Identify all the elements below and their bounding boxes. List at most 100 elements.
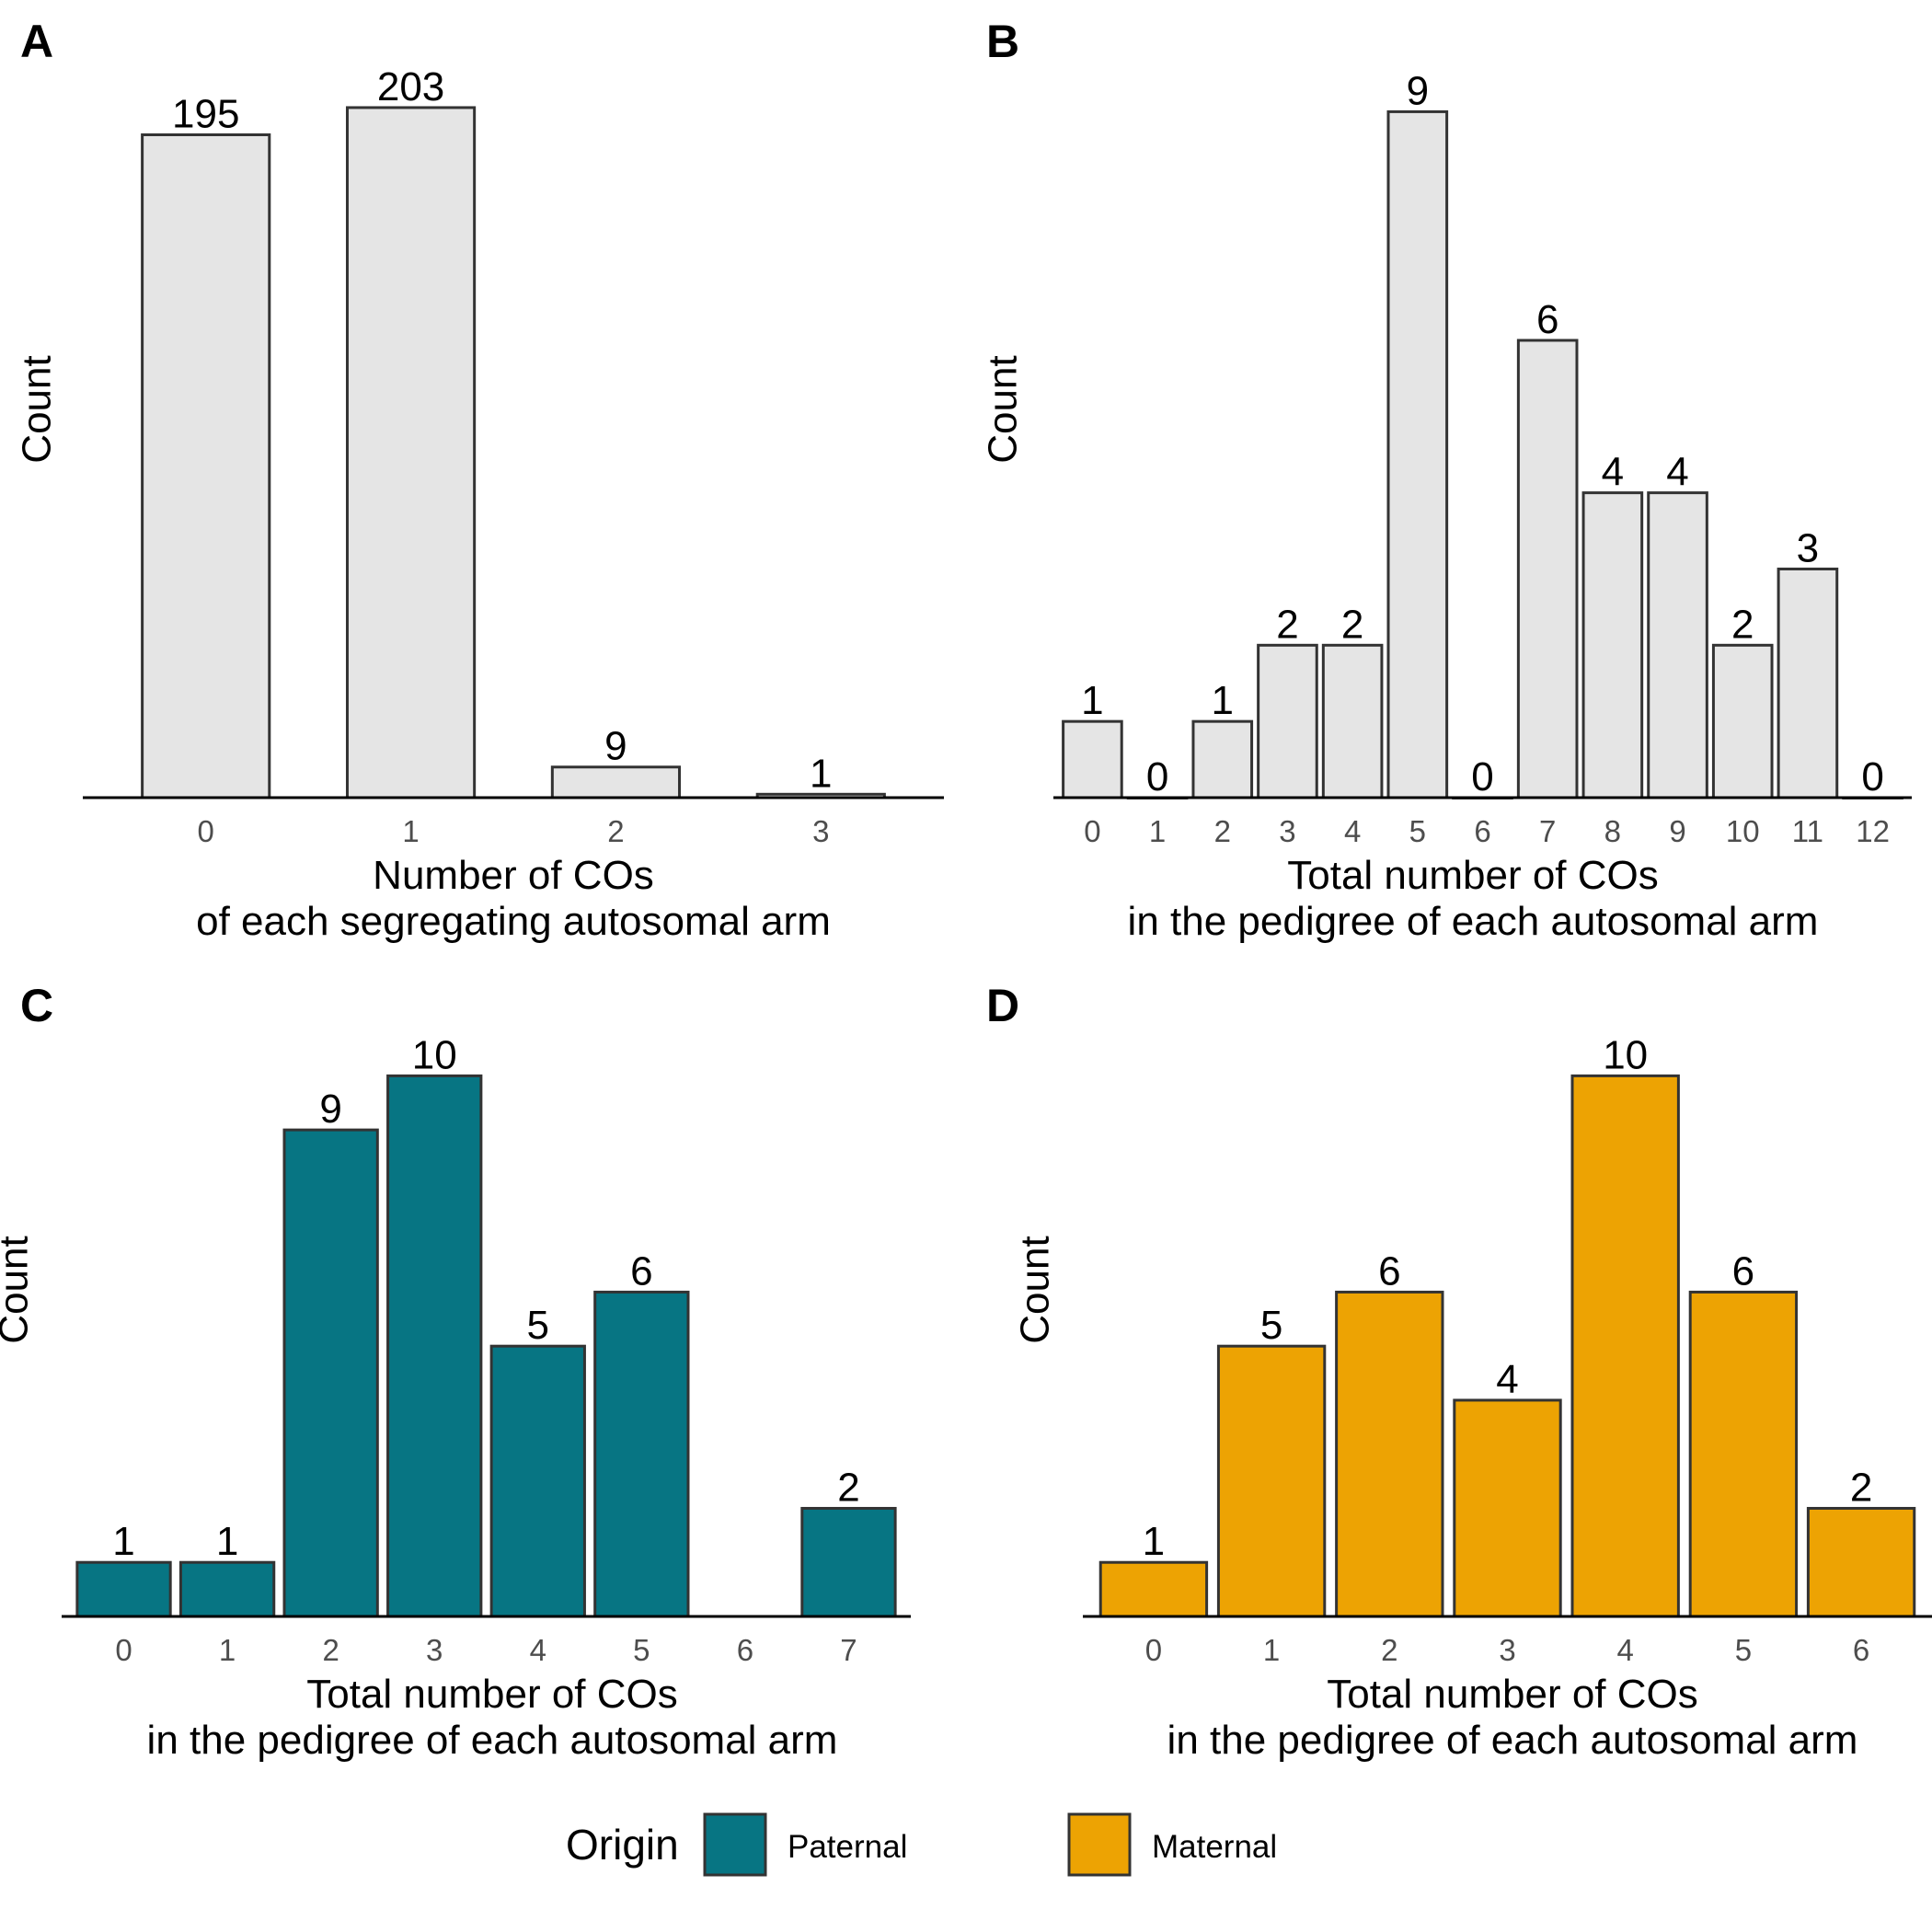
y-axis-label: Count [981,355,1026,463]
bar-label-2: 6 [1378,1248,1400,1294]
bar-label-0: 1 [1081,678,1103,723]
x-axis-label-line1: Total number of COs [306,1672,678,1717]
bar-2 [1191,719,1254,799]
bar-label-1: 1 [216,1519,238,1564]
bar-0 [75,1560,172,1618]
bar-label-2: 9 [604,724,627,769]
bar-label-3: 4 [1496,1357,1518,1402]
bars [1098,1074,1916,1618]
x-tick-label-0: 0 [1084,814,1100,848]
x-tick-label-2: 2 [1214,814,1231,848]
x-axis-label-line2: in the pedigree of each autosomal arm [147,1718,838,1763]
bar-label-3: 2 [1276,602,1298,647]
x-axis-label-line1: Total number of COs [1287,853,1659,898]
panel-letter: A [20,16,53,67]
bar-label-2: 1 [1212,678,1234,723]
panel-b: B Count Total number of COs in the pedig… [981,16,1912,944]
legend-label-maternal: Maternal [1152,1829,1277,1865]
legend-swatch-paternal [703,1812,767,1877]
bar-label-9: 4 [1666,450,1688,495]
bar-6 [1806,1506,1916,1618]
bars [141,106,886,799]
bar-5 [1386,109,1449,799]
panel-letter: B [986,16,1019,67]
bar-label-6: 2 [1850,1465,1872,1510]
x-tick-label-10: 10 [1726,814,1760,848]
bar-label-1: 203 [377,64,444,109]
bar-label-5: 9 [1407,68,1429,113]
bar-label-11: 3 [1797,525,1819,570]
x-tick-label-7: 7 [1539,814,1556,848]
x-tick-label-1: 1 [1149,814,1166,848]
x-tick-label-3: 3 [426,1633,443,1667]
x-tick-label-4: 4 [1344,814,1361,848]
bar-7 [1516,339,1579,799]
bar-1 [178,1560,276,1618]
bar-label-3: 10 [412,1032,457,1077]
x-tick-label-5: 5 [1409,814,1426,848]
bars [75,1074,897,1618]
x-tick-label-0: 0 [1145,1633,1162,1667]
x-tick-label-2: 2 [322,1633,339,1667]
x-axis-label-line2: of each segregating autosomal arm [196,899,831,944]
bar-label-0: 1 [112,1519,134,1564]
bar-label-4: 2 [1341,602,1363,647]
y-axis-label: Count [1013,1236,1058,1343]
bar-label-2: 9 [319,1087,341,1132]
bar-label-12: 0 [1861,754,1883,799]
x-axis-label-line2: in the pedigree of each autosomal arm [1167,1718,1858,1763]
x-tick-label-5: 5 [633,1633,650,1667]
bar-1 [345,106,477,799]
x-tick-label-5: 5 [1735,1633,1752,1667]
x-tick-label-3: 3 [812,814,829,848]
x-tick-label-8: 8 [1604,814,1621,848]
bar-label-1: 5 [1260,1303,1282,1348]
x-tick-label-6: 6 [1474,814,1490,848]
bar-0 [1062,719,1123,799]
x-tick-label-4: 4 [530,1633,546,1667]
bar-2 [1335,1290,1444,1618]
bar-9 [1647,491,1708,799]
x-tick-label-4: 4 [1617,1633,1634,1667]
x-tick-label-2: 2 [1381,1633,1397,1667]
panel-c: C Count Total number of COs in the pedig… [0,980,911,1763]
legend-swatch-maternal [1067,1812,1132,1877]
x-tick-label-6: 6 [737,1633,753,1667]
bar-label-5: 6 [630,1248,652,1294]
bar-label-7: 2 [837,1465,859,1510]
bar-label-6: 0 [1471,754,1493,799]
bar-label-8: 4 [1602,450,1624,495]
x-tick-label-0: 0 [198,814,214,848]
bar-label-4: 10 [1603,1032,1648,1077]
bar-5 [593,1290,690,1618]
bar-4 [1570,1074,1680,1618]
x-axis-label-line1: Number of COs [373,853,654,898]
x-tick-label-11: 11 [1792,814,1823,848]
x-tick-label-7: 7 [840,1633,857,1667]
x-tick-label-12: 12 [1856,814,1890,848]
bar-3 [1453,1398,1562,1618]
bar-10 [1711,643,1774,799]
bar-label-0: 1 [1143,1519,1165,1564]
bar-2 [550,765,682,799]
y-axis-label: Count [0,1236,37,1343]
panel-d: D Count Total number of COs in the pedig… [986,980,1932,1763]
x-tick-label-9: 9 [1669,814,1685,848]
bar-label-5: 6 [1732,1248,1754,1294]
bars [1062,109,1903,799]
x-tick-label-3: 3 [1499,1633,1515,1667]
panel-letter: D [986,980,1019,1031]
bar-label-4: 5 [527,1303,549,1348]
x-axis-label-line1: Total number of COs [1327,1672,1698,1717]
bar-3 [1257,643,1318,799]
bar-8 [1581,491,1644,799]
x-tick-label-3: 3 [1279,814,1295,848]
bar-5 [1688,1290,1799,1618]
bar-3 [386,1074,483,1618]
bar-label-1: 0 [1146,754,1168,799]
bar-4 [489,1344,586,1618]
bar-2 [282,1128,379,1618]
x-tick-label-1: 1 [1263,1633,1280,1667]
legend-title: Origin [566,1821,679,1869]
